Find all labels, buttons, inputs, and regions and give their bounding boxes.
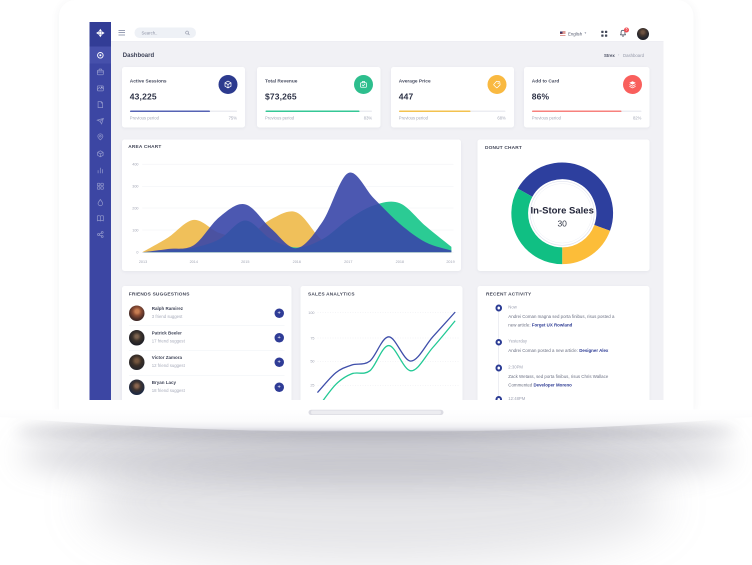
svg-text:2015: 2015: [241, 260, 249, 264]
svg-text:2014: 2014: [189, 260, 197, 264]
svg-text:100: 100: [308, 311, 314, 315]
svg-text:2019: 2019: [446, 260, 454, 264]
svg-text:2013: 2013: [139, 260, 147, 264]
svg-text:100: 100: [132, 228, 138, 232]
svg-text:200: 200: [132, 206, 138, 210]
svg-text:2016: 2016: [292, 260, 300, 264]
svg-text:2017: 2017: [344, 260, 352, 264]
svg-text:75: 75: [311, 336, 315, 340]
svg-text:400: 400: [132, 163, 138, 167]
svg-text:50: 50: [311, 359, 315, 363]
svg-text:2018: 2018: [395, 260, 403, 264]
svg-text:0: 0: [136, 251, 138, 255]
svg-text:25: 25: [311, 384, 315, 388]
svg-text:30: 30: [557, 219, 567, 229]
svg-text:In-Store Sales: In-Store Sales: [531, 206, 594, 217]
svg-text:300: 300: [132, 185, 138, 189]
